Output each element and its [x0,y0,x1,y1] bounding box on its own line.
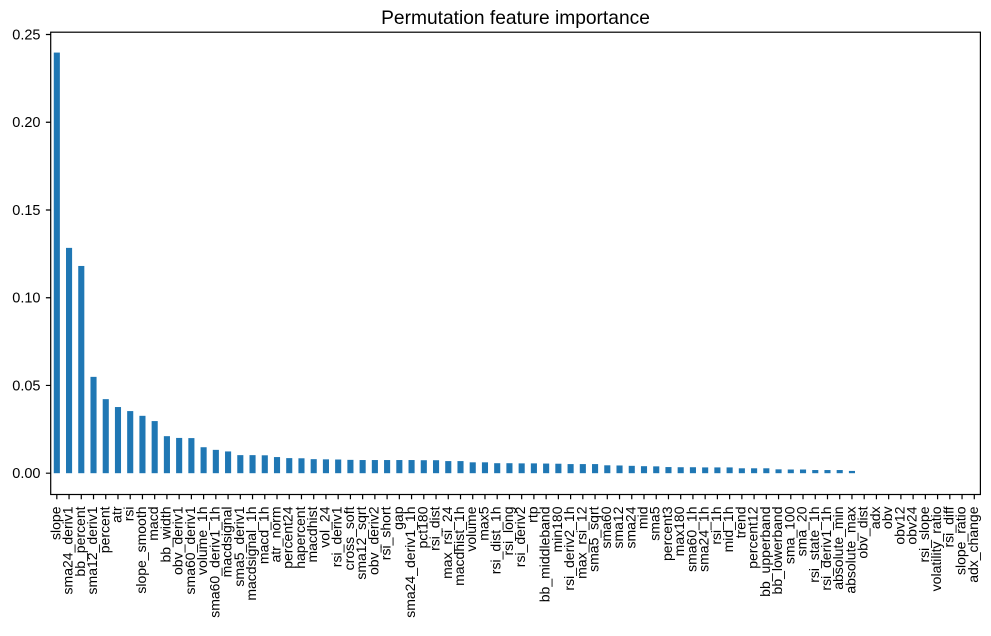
svg-text:volume_1h: volume_1h [194,507,210,576]
svg-text:bb_middleband: bb_middleband [537,507,553,603]
svg-text:0.00: 0.00 [12,466,40,482]
svg-text:sma_20: sma_20 [794,506,810,556]
svg-text:0.20: 0.20 [12,115,40,131]
svg-text:sma60_deriv1_1h: sma60_deriv1_1h [206,507,222,618]
svg-text:trend: trend [732,507,748,539]
svg-text:macdsignal: macdsignal [219,507,235,578]
svg-text:sma24: sma24 [622,506,638,548]
svg-text:obv: obv [879,507,895,530]
svg-text:gap: gap [390,506,406,530]
svg-text:sma24_deriv1: sma24_deriv1 [60,506,76,594]
svg-text:absolute_max: absolute_max [842,507,858,594]
svg-text:adx: adx [867,507,883,530]
svg-text:max_rsi_24: max_rsi_24 [439,506,455,579]
svg-text:percent3: percent3 [659,506,675,561]
svg-text:min180: min180 [549,506,565,552]
svg-text:sma12: sma12 [610,506,626,548]
svg-text:hapercent: hapercent [292,506,308,568]
svg-text:vol_24: vol_24 [316,506,332,547]
svg-text:rsi_short: rsi_short [378,506,394,560]
svg-text:macd: macd [145,507,161,541]
svg-text:slope_ratio: slope_ratio [953,506,969,575]
svg-text:volatility_ratio: volatility_ratio [928,506,944,591]
svg-text:sma24_deriv1_1h: sma24_deriv1_1h [402,507,418,618]
svg-text:rsi: rsi [121,507,137,522]
svg-text:macdhist_1h: macdhist_1h [451,507,467,586]
svg-text:pct180: pct180 [414,506,430,548]
svg-text:rsi_1h: rsi_1h [708,507,724,545]
svg-text:sma_100: sma_100 [781,506,797,564]
svg-text:slope: slope [47,506,63,540]
svg-text:sma60_deriv1: sma60_deriv1 [182,506,198,594]
svg-text:0.05: 0.05 [12,378,40,394]
svg-text:rsi_deriv2_1h: rsi_deriv2_1h [561,507,577,591]
svg-text:sma24_1h: sma24_1h [696,507,712,572]
svg-text:bb_width: bb_width [157,507,173,563]
svg-text:sma5: sma5 [647,506,663,540]
svg-text:Permutation feature importance: Permutation feature importance [381,8,650,29]
svg-text:bb_lowerband: bb_lowerband [769,507,785,595]
svg-text:percent12: percent12 [745,506,761,568]
svg-text:sma12_deriv1: sma12_deriv1 [84,506,100,594]
svg-text:cross_soft: cross_soft [341,506,357,570]
svg-text:max180: max180 [671,506,687,556]
svg-text:rsi_deriv1_1h: rsi_deriv1_1h [818,507,834,591]
svg-text:mid: mid [635,507,651,530]
svg-text:rsi_deriv1: rsi_deriv1 [329,506,345,567]
svg-text:atr_norm: atr_norm [268,507,284,563]
svg-text:rsi_dist: rsi_dist [427,506,443,550]
svg-text:volume: volume [463,506,479,551]
svg-text:atr: atr [108,506,124,523]
svg-text:percent24: percent24 [280,506,296,568]
svg-text:rsi_slope: rsi_slope [916,506,932,562]
svg-text:obv12: obv12 [891,506,907,544]
svg-text:obv24: obv24 [904,506,920,544]
svg-text:rsi_long: rsi_long [500,507,516,556]
svg-text:bb_percent: bb_percent [72,506,88,576]
svg-text:0.10: 0.10 [12,291,40,307]
svg-text:rsi_dist_1h: rsi_dist_1h [488,507,504,575]
svg-text:percent: percent [96,506,112,553]
svg-text:mid_1h: mid_1h [720,507,736,553]
svg-text:obv_dist: obv_dist [855,506,871,558]
svg-text:max_rsi_12: max_rsi_12 [573,506,589,579]
svg-text:absolute_min: absolute_min [830,507,846,590]
svg-text:rtp: rtp [524,506,540,523]
svg-text:sma60_1h: sma60_1h [683,507,699,572]
svg-text:obv_deriv2: obv_deriv2 [365,506,381,575]
svg-text:sma12_sqrt: sma12_sqrt [353,506,369,579]
svg-text:rsi_deriv2: rsi_deriv2 [512,506,528,567]
svg-text:0.25: 0.25 [12,28,40,44]
svg-text:rsi_state_1h: rsi_state_1h [806,507,822,583]
svg-text:sma5_deriv1: sma5_deriv1 [231,506,247,586]
svg-text:macdsignal_1h: macdsignal_1h [243,507,259,601]
svg-text:sma60: sma60 [598,506,614,548]
svg-text:slope_smooth: slope_smooth [133,507,149,594]
svg-text:sma5_sqrt: sma5_sqrt [586,506,602,571]
svg-text:obv_deriv1: obv_deriv1 [170,506,186,575]
svg-text:0.15: 0.15 [12,203,40,219]
svg-text:rsi_diff: rsi_diff [940,506,956,547]
svg-text:macd_1h: macd_1h [255,507,271,565]
svg-text:adx_change: adx_change [965,506,981,583]
svg-text:macdhist: macdhist [304,506,320,562]
svg-text:max5: max5 [475,506,491,540]
svg-text:bb_upperband: bb_upperband [757,507,773,597]
